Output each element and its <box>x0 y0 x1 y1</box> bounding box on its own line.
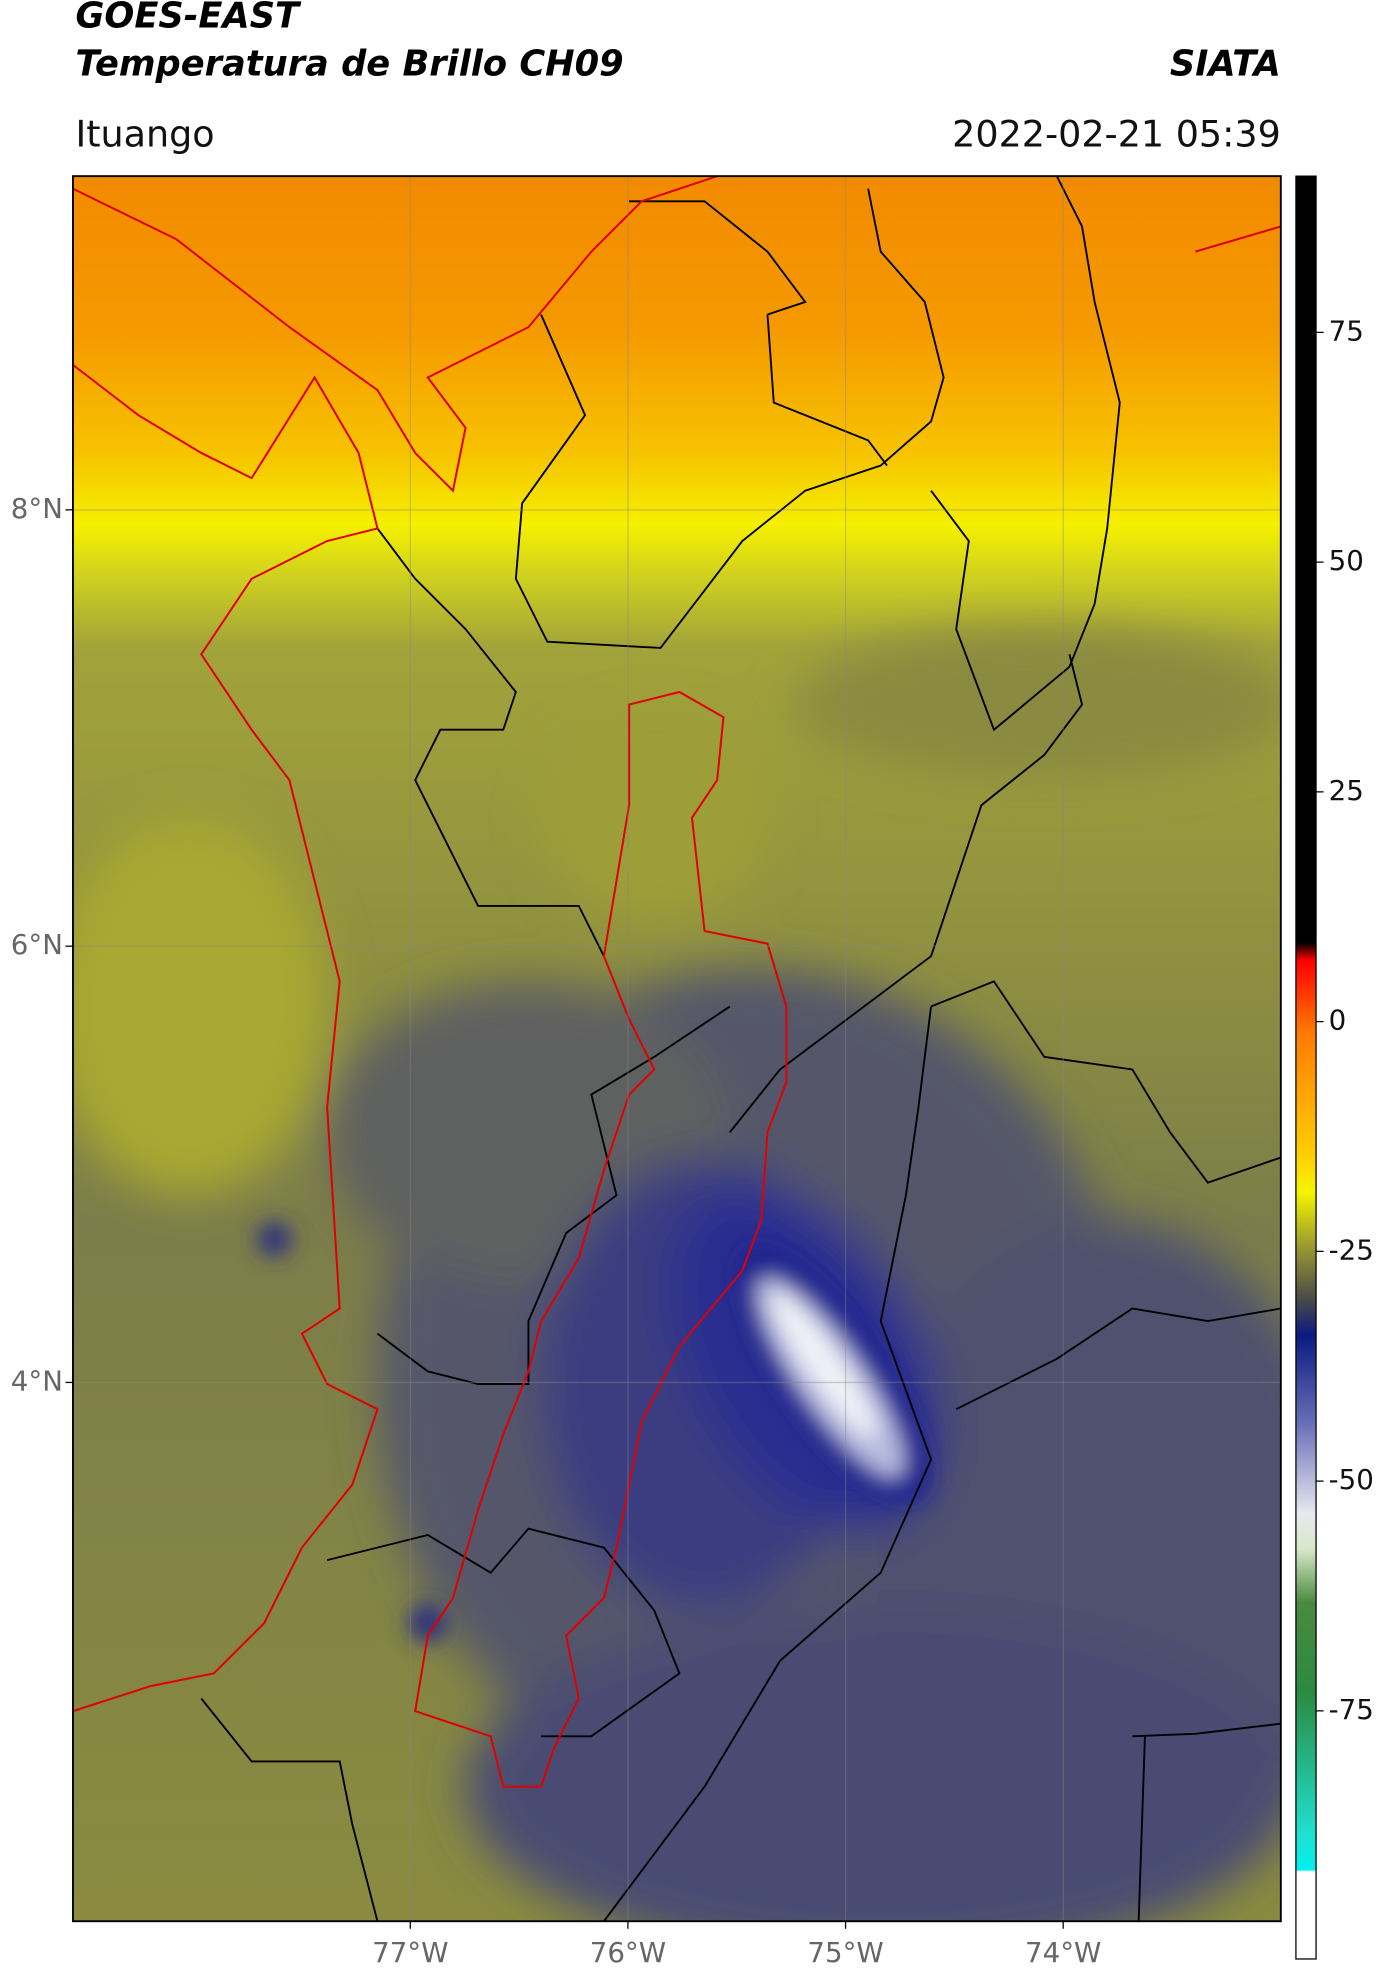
colorbar <box>1295 175 1317 1960</box>
source: SIATA <box>1170 43 1281 84</box>
colorbar-tick-label: 75 <box>1329 314 1364 347</box>
title: GOES-EAST <box>75 0 302 37</box>
x-tick-label: 77°W <box>372 1936 448 1969</box>
x-tick-label: 76°W <box>590 1936 666 1969</box>
grid <box>72 176 1281 1922</box>
y-tick-label: 6°N <box>11 928 63 961</box>
y-tick-label: 4°N <box>11 1364 63 1397</box>
map-image <box>72 176 1281 1922</box>
y-tick-label: 8°N <box>11 492 63 525</box>
colorbar-tick-label: 50 <box>1329 544 1364 577</box>
x-tick-label: 75°W <box>807 1936 883 1969</box>
x-tick-label: 74°W <box>1025 1936 1101 1969</box>
datetime: 2022-02-21 05:39 <box>952 112 1281 155</box>
colorbar-tick-label: -50 <box>1329 1463 1374 1496</box>
map-frame <box>72 175 1282 1923</box>
colorbar-tick-label: 0 <box>1329 1004 1347 1037</box>
colorbar-tick-label: -25 <box>1329 1233 1374 1266</box>
location: Ituango <box>75 112 214 155</box>
colorbar-tick-label: 25 <box>1329 774 1364 807</box>
colorbar-tick-label: -75 <box>1329 1693 1374 1726</box>
subtitle: Temperatura de Brillo CH09 <box>75 43 623 84</box>
